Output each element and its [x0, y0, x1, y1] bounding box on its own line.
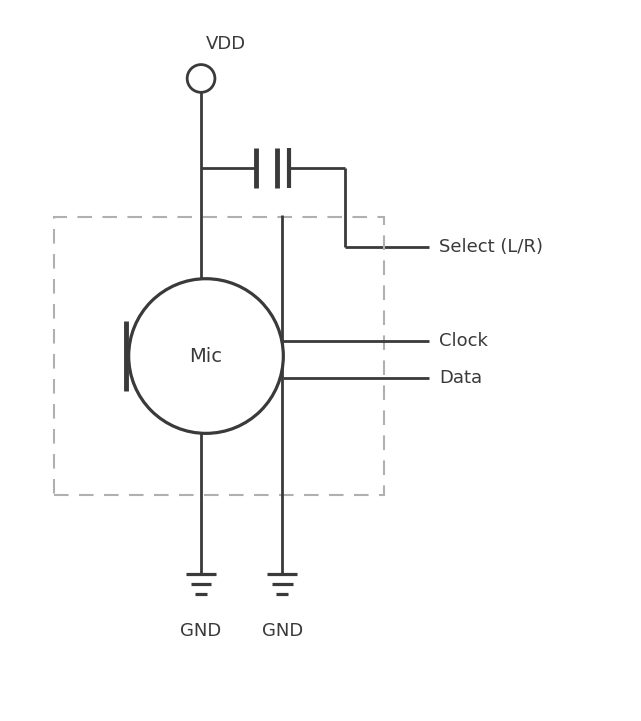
Text: VDD: VDD	[206, 35, 246, 53]
Text: Clock: Clock	[439, 332, 488, 350]
Circle shape	[129, 279, 283, 433]
Text: GND: GND	[180, 622, 222, 640]
Text: Mic: Mic	[190, 347, 222, 366]
Text: GND: GND	[262, 622, 303, 640]
Text: Select (L/R): Select (L/R)	[439, 238, 543, 256]
Text: Data: Data	[439, 369, 482, 387]
